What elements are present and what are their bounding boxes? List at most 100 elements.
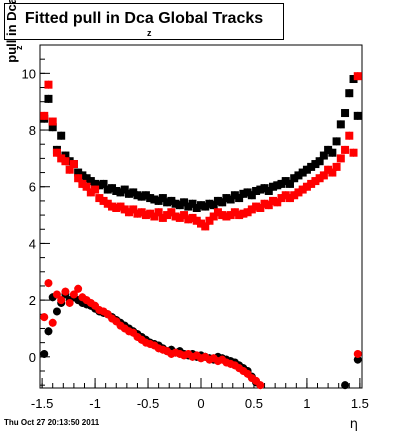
x-tick-label: 1.5 (351, 396, 369, 411)
data-point-square (222, 212, 231, 221)
chart-title: Fitted pull in Dca Global Tracks (24, 10, 264, 27)
plot-frame (39, 44, 363, 389)
data-point-square (336, 120, 345, 129)
data-point-square (328, 148, 337, 157)
data-point-circle (353, 349, 362, 358)
data-point-circle (65, 298, 74, 307)
data-point-square (82, 182, 91, 191)
data-point-square (281, 191, 290, 200)
data-point-square (52, 148, 61, 157)
data-point-square (40, 111, 49, 120)
data-point-square (74, 174, 83, 183)
data-point-square (239, 209, 248, 218)
data-point-square (324, 165, 333, 174)
data-point-square (112, 186, 121, 195)
y-tick-label: 10 (22, 66, 36, 81)
data-point-square (129, 205, 138, 214)
data-point-square (65, 165, 74, 174)
data-point-square (44, 94, 53, 103)
data-point-square (150, 195, 159, 204)
data-point-square (336, 154, 345, 163)
data-point-square (252, 202, 261, 211)
data-point-square (197, 201, 205, 210)
x-axis-label: η (350, 417, 358, 432)
data-point-circle (341, 381, 350, 390)
data-point-square (192, 216, 201, 225)
data-point-square (133, 209, 142, 218)
data-point-square (133, 191, 142, 200)
data-point-square (154, 196, 163, 205)
data-point-square (315, 174, 324, 183)
data-point-square (218, 211, 227, 220)
data-point-square (82, 174, 91, 183)
data-point-square (95, 194, 104, 203)
data-point-square (141, 211, 150, 220)
x-tick-label: -1.5 (31, 396, 53, 411)
data-point-square (311, 177, 320, 186)
y-tick-label: 0 (29, 350, 36, 365)
data-point-square (108, 184, 117, 193)
data-point-square (141, 191, 150, 200)
data-point-square (86, 177, 95, 186)
data-point-square (95, 181, 104, 190)
data-point-square (69, 160, 78, 169)
data-point-square (247, 205, 256, 214)
data-point-square (180, 198, 189, 207)
data-point-square (124, 189, 133, 198)
data-point-square (163, 198, 172, 207)
y-tick-label: 2 (29, 293, 36, 308)
data-point-square (65, 157, 74, 166)
data-point-square (48, 117, 57, 126)
x-tick-label: 1 (303, 396, 310, 411)
data-point-square (146, 209, 155, 218)
data-point-square (209, 212, 218, 221)
data-point-square (285, 194, 294, 203)
y-tick-label: 6 (29, 180, 36, 195)
data-point-square (243, 188, 252, 197)
data-point-circle (353, 355, 362, 364)
data-point-square (298, 168, 307, 177)
data-point-square (230, 191, 239, 200)
data-point-circle (69, 290, 78, 299)
data-point-square (218, 198, 227, 207)
data-point-square (197, 219, 205, 228)
data-point-square (264, 186, 273, 195)
data-point-circle (40, 313, 49, 322)
data-point-square (273, 198, 282, 207)
data-point-square (205, 199, 214, 208)
data-point-square (175, 213, 184, 222)
data-point-square (319, 151, 328, 160)
data-point-square (345, 89, 354, 98)
data-point-square (353, 111, 362, 120)
data-point-circle (61, 287, 70, 296)
data-point-square (124, 208, 133, 217)
data-point-square (298, 185, 307, 194)
data-point-square (260, 199, 269, 208)
data-point-square (302, 165, 311, 174)
data-point-circle (44, 279, 53, 288)
data-point-square (315, 157, 324, 166)
data-point-square (163, 211, 172, 220)
x-tick-label: -1 (89, 396, 101, 411)
data-point-square (167, 196, 176, 205)
data-point-square (184, 202, 193, 211)
timestamp: Thu Oct 27 20:13:50 2011 (4, 418, 100, 427)
data-point-square (57, 131, 66, 140)
data-point-square (188, 213, 197, 222)
data-point-square (108, 202, 117, 211)
data-point-square (247, 191, 256, 200)
data-point-square (154, 208, 163, 217)
data-point-square (201, 202, 210, 211)
data-point-square (213, 208, 222, 217)
data-point-circle (44, 327, 53, 336)
data-point-square (48, 123, 57, 132)
data-point-square (78, 171, 87, 180)
data-point-square (209, 201, 218, 210)
data-point-square (277, 194, 286, 203)
data-point-square (235, 211, 244, 220)
data-point-square (324, 145, 333, 154)
data-point-square (116, 202, 125, 211)
data-point-square (239, 189, 248, 198)
data-point-square (332, 162, 341, 171)
